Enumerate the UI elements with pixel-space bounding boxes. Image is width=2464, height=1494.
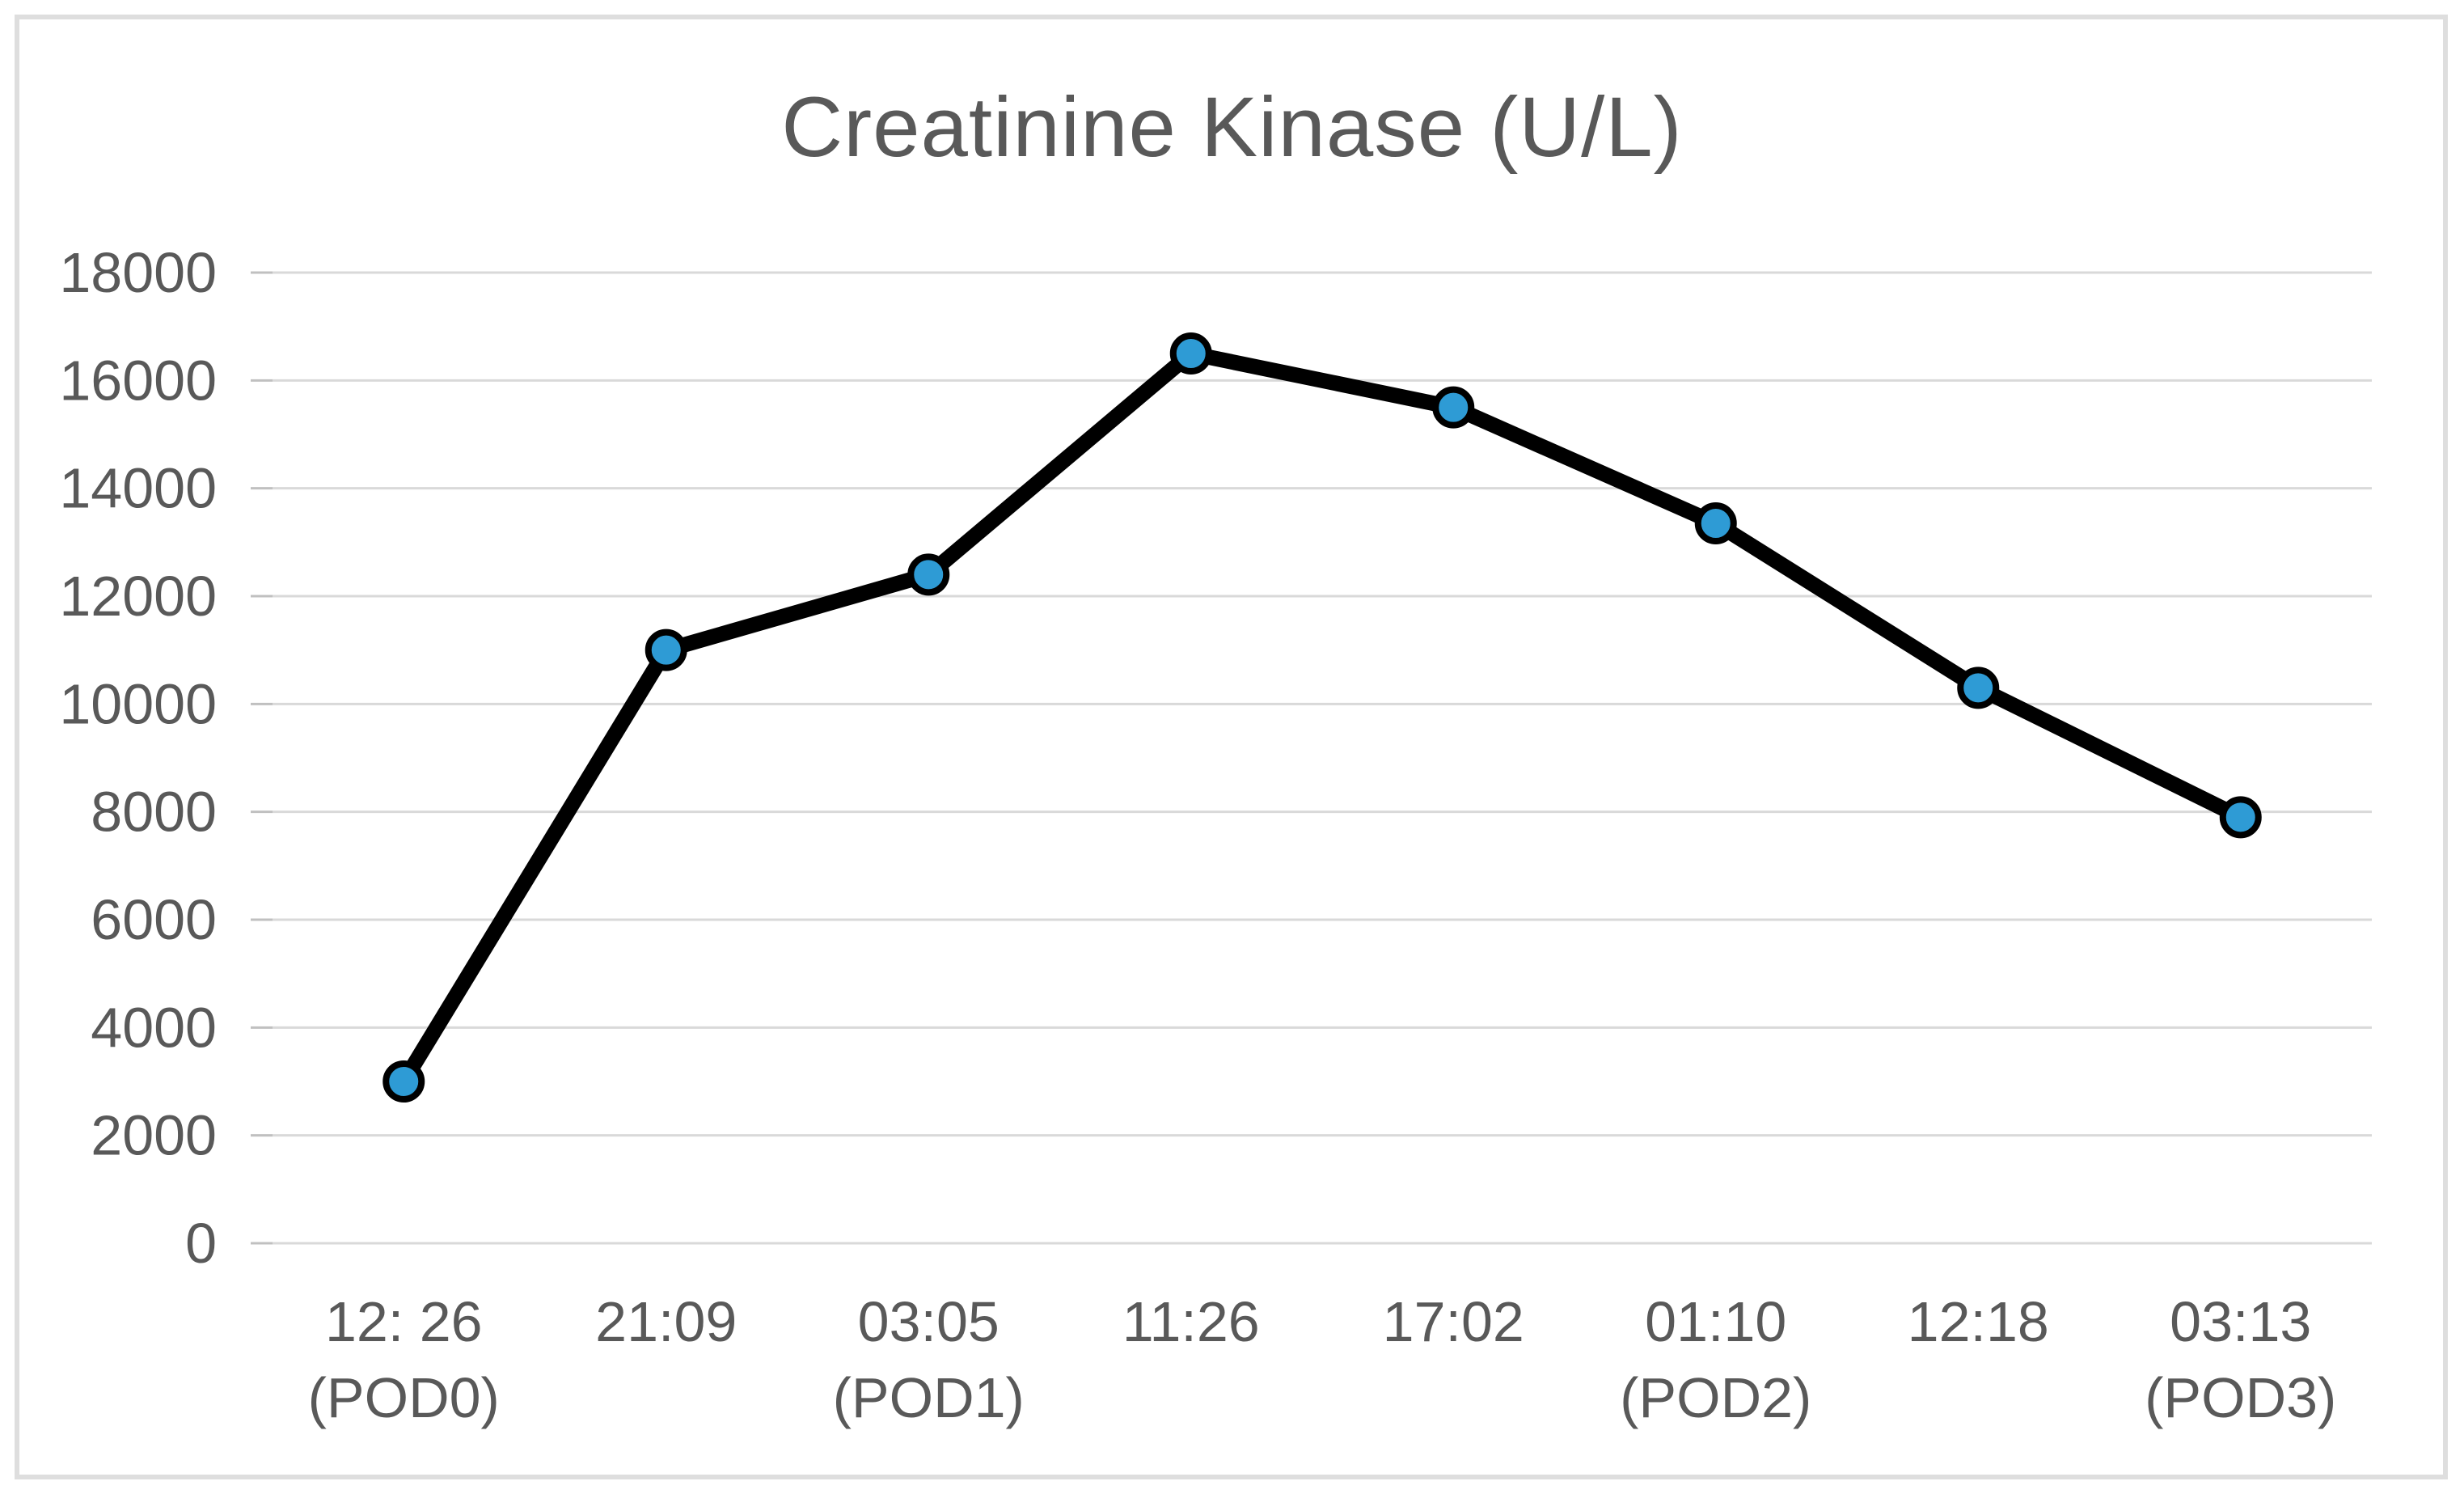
data-point-marker: [1957, 667, 2000, 709]
x-axis-label-pod: (POD2): [1620, 1366, 1811, 1429]
data-point-marker: [907, 553, 950, 596]
y-axis-label: 10000: [59, 672, 217, 735]
data-point-marker: [2219, 796, 2262, 839]
x-axis-label-pod: (POD3): [2145, 1366, 2336, 1429]
y-axis-label: 8000: [91, 781, 217, 844]
y-axis-label: 16000: [59, 349, 217, 412]
x-axis-label: 21:09: [595, 1290, 737, 1353]
y-axis-label: 0: [185, 1212, 217, 1275]
chart-frame-border: [15, 15, 2448, 1479]
x-axis-labels: 12: 26 (POD0) 21:09 03:05 (POD1) 11:26 17:02 01…: [308, 1290, 2337, 1429]
data-point-marker: [1169, 332, 1212, 375]
y-axis-label: 4000: [91, 996, 217, 1059]
data-point-marker: [1432, 386, 1475, 429]
y-axis-label: 12000: [59, 565, 217, 628]
y-axis-label: 14000: [59, 457, 217, 520]
x-axis-label-pod: (POD1): [833, 1366, 1025, 1429]
data-points: [382, 332, 2262, 1103]
x-axis-label: 17:02: [1383, 1290, 1524, 1353]
x-axis-label: 03:05: [858, 1290, 1000, 1353]
y-axis-labels: 0 2000 4000 6000 8000 10000 12000 14000 16000 180…: [59, 241, 217, 1275]
data-point-marker: [645, 628, 687, 671]
x-axis-label: 11:26: [1122, 1290, 1260, 1353]
x-axis-label: 03:13: [2170, 1290, 2311, 1353]
x-axis-label: 01:10: [1645, 1290, 1786, 1353]
gridlines: [273, 271, 2372, 1245]
data-point-marker: [382, 1060, 425, 1103]
x-axis-label: 12:18: [1908, 1290, 2049, 1353]
series-polyline: [395, 345, 2249, 1090]
x-axis-label-pod: (POD0): [308, 1366, 500, 1429]
y-axis-label: 18000: [59, 241, 217, 304]
y-axis-ticks: [251, 271, 273, 1245]
chart-title: Creatinine Kinase (U/L): [781, 80, 1683, 175]
data-point-marker: [1694, 502, 1737, 544]
x-axis-label: 12: 26: [325, 1290, 483, 1353]
y-axis-label: 6000: [91, 888, 217, 951]
series-line: [395, 345, 2249, 1090]
y-axis-label: 2000: [91, 1104, 217, 1167]
